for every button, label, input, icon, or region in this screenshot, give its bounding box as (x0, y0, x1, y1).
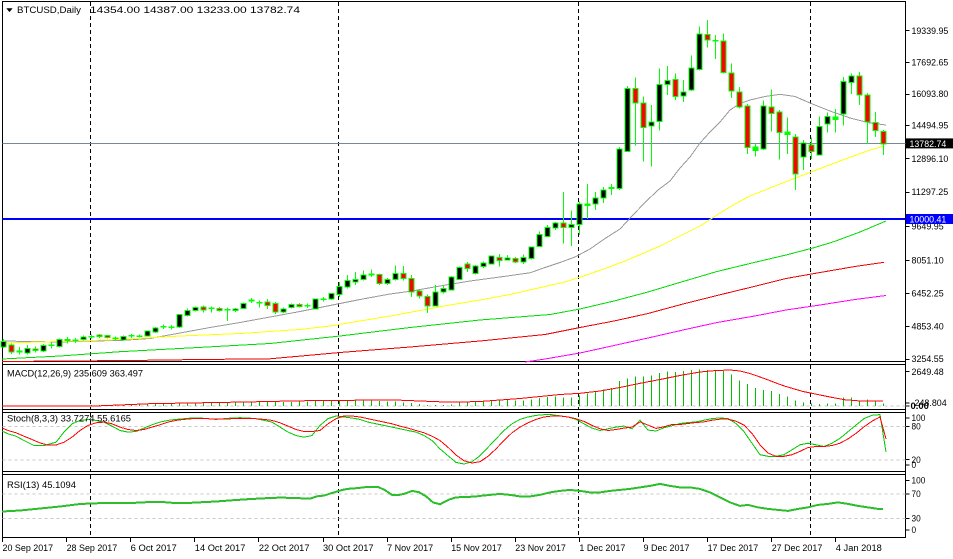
svg-text:70: 70 (912, 489, 921, 499)
svg-text:MACD(12,26,9) 235.609 363.497: MACD(12,26,9) 235.609 363.497 (7, 369, 143, 379)
svg-text:14354.00 14387.00 13233.00 137: 14354.00 14387.00 13233.00 13782.74 (90, 5, 300, 15)
svg-text:4853.40: 4853.40 (912, 322, 944, 332)
svg-text:6 Oct 2017: 6 Oct 2017 (131, 543, 177, 553)
svg-text:BTCUSD,Daily: BTCUSD,Daily (17, 5, 82, 15)
svg-text:0: 0 (912, 525, 917, 535)
svg-text:20 Sep 2017: 20 Sep 2017 (3, 543, 54, 553)
svg-text:30: 30 (912, 514, 921, 524)
svg-text:0.00: 0.00 (911, 401, 929, 411)
svg-text:100: 100 (912, 413, 926, 423)
svg-text:8051.10: 8051.10 (912, 256, 944, 266)
svg-text:16093.80: 16093.80 (912, 89, 949, 99)
svg-text:80: 80 (912, 422, 921, 432)
svg-text:9649.95: 9649.95 (912, 221, 944, 231)
svg-text:13782.74: 13782.74 (910, 139, 947, 149)
svg-text:1 Dec 2017: 1 Dec 2017 (579, 543, 625, 553)
svg-text:Stoch(8,3,3) 33.7274 55.6165: Stoch(8,3,3) 33.7274 55.6165 (7, 414, 131, 424)
svg-text:27 Dec 2017: 27 Dec 2017 (772, 543, 823, 553)
svg-text:2649.48: 2649.48 (912, 367, 944, 377)
svg-text:0: 0 (912, 460, 917, 470)
svg-text:4 Jan 2018: 4 Jan 2018 (836, 543, 882, 553)
svg-text:17 Dec 2017: 17 Dec 2017 (708, 543, 759, 553)
svg-text:9 Dec 2017: 9 Dec 2017 (644, 543, 690, 553)
svg-text:23 Nov 2017: 23 Nov 2017 (515, 543, 566, 553)
svg-text:17692.65: 17692.65 (912, 57, 949, 67)
svg-text:RSI(13) 45.1094: RSI(13) 45.1094 (7, 480, 76, 490)
svg-text:19339.95: 19339.95 (912, 26, 949, 36)
svg-text:11297.25: 11297.25 (912, 187, 949, 197)
svg-text:100: 100 (912, 476, 926, 486)
svg-text:28 Sep 2017: 28 Sep 2017 (67, 543, 118, 553)
svg-text:10000.41: 10000.41 (910, 214, 947, 224)
svg-text:12896.10: 12896.10 (912, 154, 949, 164)
svg-text:15 Nov 2017: 15 Nov 2017 (451, 543, 502, 553)
svg-text:3254.55: 3254.55 (912, 354, 944, 364)
svg-text:14494.95: 14494.95 (912, 120, 949, 130)
svg-text:20: 20 (912, 455, 921, 465)
svg-text:14 Oct 2017: 14 Oct 2017 (195, 543, 246, 553)
svg-text:30 Oct 2017: 30 Oct 2017 (323, 543, 374, 553)
svg-text:22 Oct 2017: 22 Oct 2017 (259, 543, 310, 553)
svg-text:248.804: 248.804 (915, 398, 947, 408)
svg-text:7 Nov 2017: 7 Nov 2017 (387, 543, 433, 553)
svg-text:6452.25: 6452.25 (912, 289, 944, 299)
